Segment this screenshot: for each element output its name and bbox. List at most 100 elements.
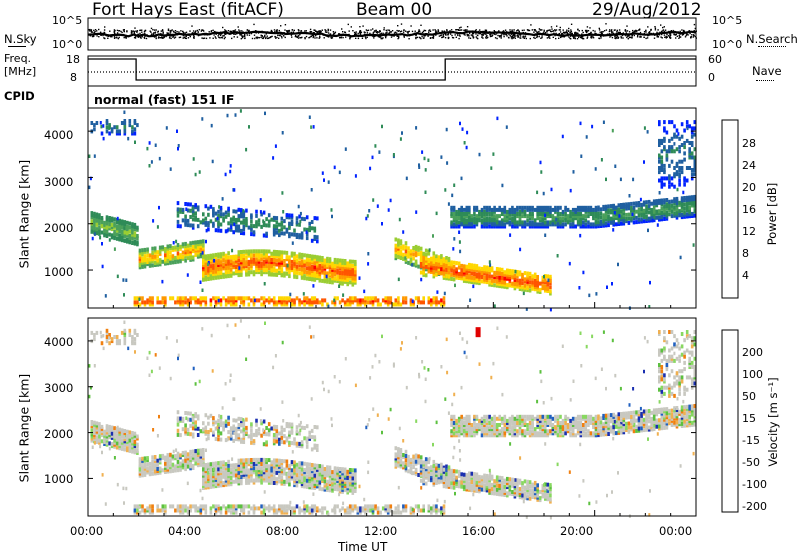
power-cell [308,254,311,259]
power-cell [673,124,676,129]
power-cell [283,225,286,230]
noise-point [417,30,420,33]
noise-point [666,36,668,38]
noise-point [582,36,584,38]
power-cell [592,222,595,227]
power-scatter [216,216,219,221]
power-cell [587,220,590,225]
velocity-cell [176,459,180,464]
velocity-cell [148,466,152,470]
velocity-cell [196,457,200,461]
power-cell [485,267,489,272]
noise-point [383,29,385,31]
power-cell [181,210,185,214]
noise-point [567,30,569,33]
power-cell [303,298,306,303]
power-cell [556,207,560,212]
power-cell [660,149,664,154]
power-ytick-2000: 2000 [44,221,74,235]
power-cell [110,222,114,227]
noise-point [646,37,649,39]
power-cell [280,258,284,263]
power-cell [148,253,152,258]
power-cell [131,234,134,239]
noise-point [618,31,621,34]
power-cell [207,212,210,217]
power-cell [493,207,496,212]
power-cell [204,258,208,263]
power-cell [316,276,319,281]
noise-point [548,35,550,38]
power-cell [450,207,453,212]
power-cell [554,220,557,225]
power-cell [521,281,524,286]
power-cell [503,218,507,223]
power-cell [612,220,615,225]
power-cell [209,219,213,224]
power-cell [151,300,154,305]
power-cell [341,260,344,265]
power-cell [625,219,628,224]
velocity-cell [156,458,159,463]
power-cell [678,166,681,170]
noise-point [598,29,601,31]
power-cell [115,131,119,136]
velocity-cell [166,455,170,460]
power-cell [647,216,651,221]
power-cell [612,205,615,210]
noise-point [171,29,173,31]
power-cell [247,259,251,264]
power-cell [250,249,253,254]
power-cell [181,250,185,255]
velocity-cell [148,504,152,509]
power-cell [100,230,104,235]
noise-point [182,37,184,39]
power-cell [538,224,542,229]
power-cell [445,276,448,281]
noise-point [330,37,333,39]
power-cell [103,227,106,232]
power-cell [240,268,243,273]
noise-point [546,30,548,32]
power-cell [110,127,114,132]
power-cell [690,141,694,145]
power-scatter [156,225,159,229]
power-cell [506,218,509,223]
velocity-cell [153,463,157,468]
power-cell [93,211,96,216]
power-cell [148,298,152,303]
power-cells [88,109,697,312]
velocity-cell [143,510,147,515]
power-cell [280,298,284,303]
power-cell [490,218,494,223]
velocity-cell [128,333,132,337]
power-cell [90,219,94,224]
noise-point [633,31,635,33]
power-cell [179,224,182,229]
noise-point [261,37,264,39]
power-cell [475,276,479,281]
power-cell [288,274,291,279]
noise-point [300,30,302,32]
noise-point [151,33,153,35]
power-cell [204,300,208,305]
power-cell [642,210,646,215]
power-scatter [330,208,333,212]
power-cell [668,199,671,204]
power-cell [404,249,408,254]
power-cell [133,231,137,236]
power-cell [620,203,623,207]
power-cell [126,227,129,232]
power-cell [229,267,233,272]
power-cell [521,205,524,210]
freq-panel-frame [87,55,697,87]
noise-point [463,33,465,36]
power-cell [427,251,431,256]
power-cell [348,261,352,266]
power-cell [478,276,481,281]
noise-point [345,36,347,38]
power-cell [333,257,337,262]
noise-point [554,30,557,32]
noise-point [383,27,385,29]
noise-point [293,29,295,32]
